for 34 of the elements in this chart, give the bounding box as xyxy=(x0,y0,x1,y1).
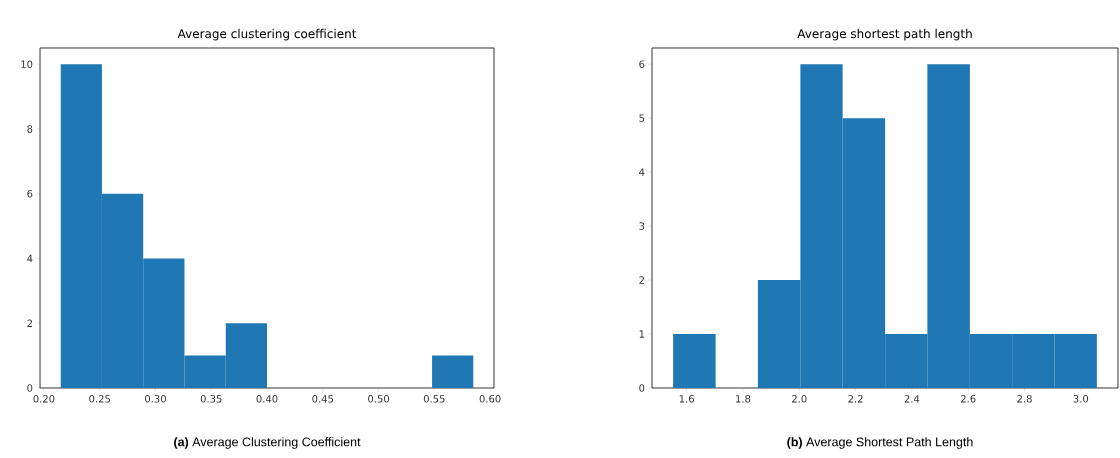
chart-title: Average clustering coefficient xyxy=(177,28,357,41)
y-tick-label: 2 xyxy=(639,276,644,284)
x-tick-label: 0.30 xyxy=(144,395,166,403)
x-tick-label: 0.35 xyxy=(200,395,222,403)
text: (a) Average Clustering Coefficient xyxy=(174,437,361,449)
x-tick-label: 0.20 xyxy=(33,395,55,403)
x-tick-label: 1.6 xyxy=(679,395,694,403)
x-tick-label: 1.8 xyxy=(736,395,751,403)
y-tick-label: 0 xyxy=(639,384,645,392)
y-tick-label: 10 xyxy=(21,60,33,68)
y-tick-label: 6 xyxy=(639,60,645,68)
x-tick-label: 0.60 xyxy=(479,395,501,403)
y-tick-label: 3 xyxy=(639,222,645,230)
x-tick-label: 2.2 xyxy=(848,395,863,403)
x-tick-label: 0.45 xyxy=(312,395,334,403)
x-tick-label: 2.0 xyxy=(792,395,807,403)
y-tick-label: 5 xyxy=(639,114,645,122)
x-tick-label: 2.6 xyxy=(960,395,976,403)
y-tick-label: 2 xyxy=(27,319,32,327)
y-tick-label: 8 xyxy=(27,125,33,133)
text: (b) Average Shortest Path Length xyxy=(787,437,973,449)
x-tick-label: 0.40 xyxy=(256,395,278,403)
x-tick-label: 2.4 xyxy=(904,395,920,403)
y-tick-label: 4 xyxy=(639,168,645,176)
x-tick-label: 0.55 xyxy=(423,395,445,403)
chart-title: Average shortest path length xyxy=(797,28,972,41)
y-tick-label: 0 xyxy=(27,384,33,392)
x-tick-label: 0.50 xyxy=(368,395,390,403)
x-tick-label: 3.0 xyxy=(1073,395,1089,403)
y-tick-label: 4 xyxy=(27,254,33,263)
y-tick-label: 1 xyxy=(639,330,645,338)
x-tick-label: 0.25 xyxy=(89,395,110,403)
x-tick-label: 2.8 xyxy=(1017,395,1032,403)
y-tick-label: 6 xyxy=(27,189,33,198)
